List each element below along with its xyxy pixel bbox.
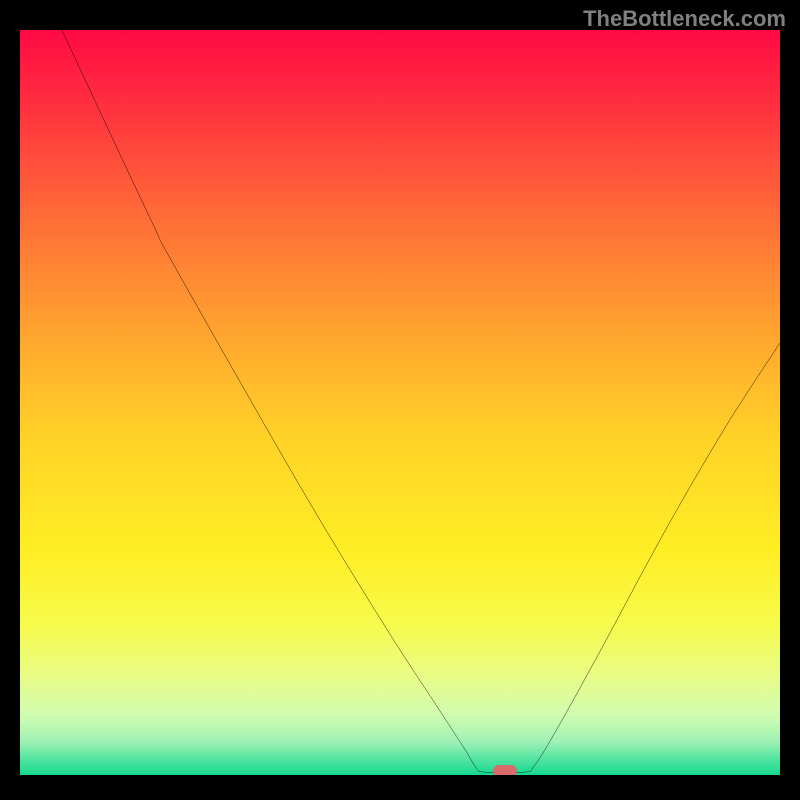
chart-plot-area [20,30,780,775]
watermark-text: TheBottleneck.com [583,6,786,32]
chart-background-gradient [20,30,780,775]
optimal-point-marker [493,765,517,775]
